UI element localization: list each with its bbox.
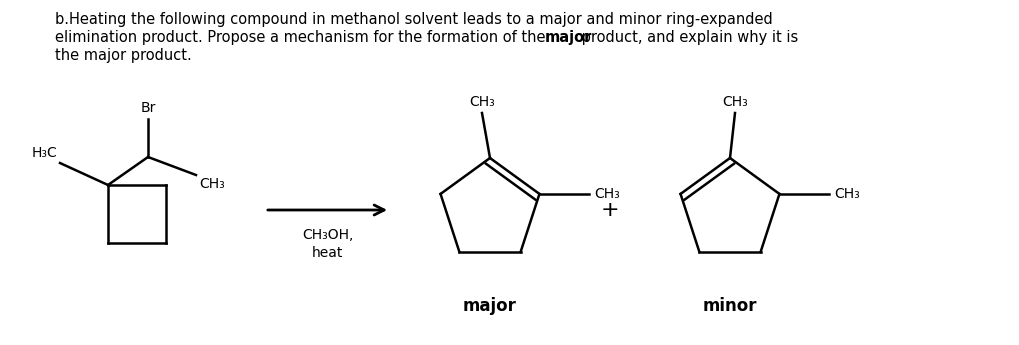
Text: +: + (600, 200, 619, 220)
Text: Br: Br (141, 101, 156, 115)
Text: CH₃: CH₃ (721, 95, 747, 109)
Text: CH₃: CH₃ (594, 187, 620, 201)
Text: CH₃: CH₃ (834, 187, 859, 201)
Text: elimination product. Propose a mechanism for the formation of the: elimination product. Propose a mechanism… (55, 30, 549, 45)
Text: CH₃: CH₃ (199, 177, 224, 191)
Text: CH₃: CH₃ (469, 95, 494, 109)
Text: heat: heat (312, 246, 342, 260)
Text: product, and explain why it is: product, and explain why it is (577, 30, 798, 45)
Text: b.Heating the following compound in methanol solvent leads to a major and minor : b.Heating the following compound in meth… (55, 12, 772, 27)
Text: H₃C: H₃C (32, 146, 57, 160)
Text: major: major (544, 30, 592, 45)
Text: CH₃OH,: CH₃OH, (302, 228, 353, 242)
Text: the major product.: the major product. (55, 48, 192, 63)
Text: minor: minor (702, 297, 756, 315)
Text: major: major (463, 297, 517, 315)
